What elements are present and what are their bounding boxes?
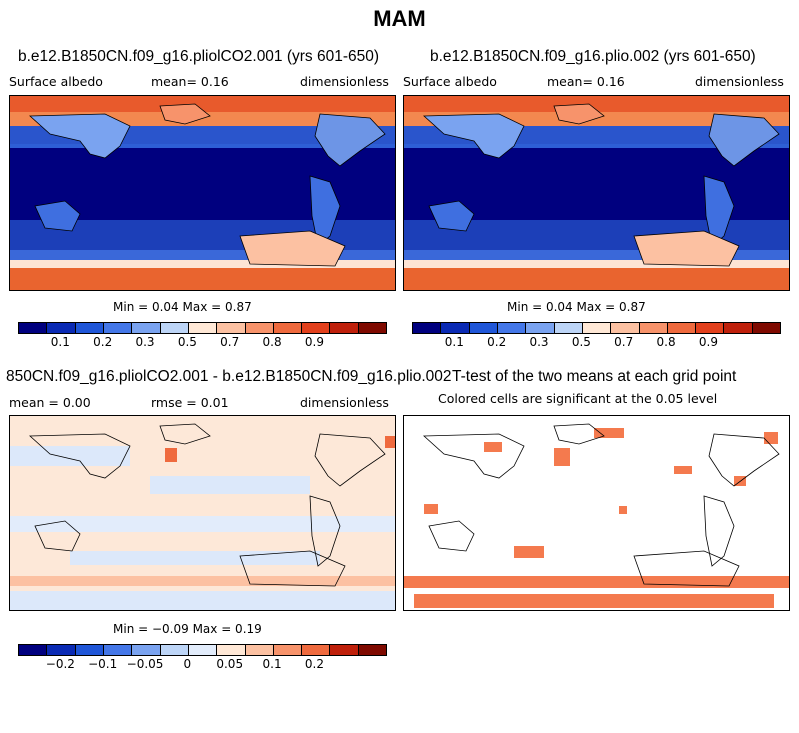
colorbar-swatch [413, 323, 442, 333]
colorbar-swatch [19, 323, 48, 333]
colorbar-swatch [441, 323, 470, 333]
colorbar-tick-label: 0.2 [487, 335, 507, 349]
panel4-significance-map [403, 415, 790, 611]
panel4-subtitle: Colored cells are significant at the 0.0… [438, 391, 718, 406]
colorbar-tick-label: 0.2 [93, 335, 113, 349]
panel3-center-label: rmse = 0.01 [151, 395, 229, 410]
colorbar-tick-label: 0.05 [216, 657, 244, 671]
panel3-colorbar [18, 644, 387, 656]
colorbar-swatch [330, 323, 359, 333]
colorbar-swatch [245, 323, 274, 333]
panel1-colorbar [18, 322, 387, 334]
panel2-left-label: Surface albedo [403, 74, 497, 89]
colorbar-swatch [724, 323, 753, 333]
panel1-right-label: dimensionless [300, 74, 389, 89]
colorbar-tick-label: 0.3 [135, 335, 155, 349]
colorbar-swatch [526, 323, 555, 333]
colorbar-tick-label: 0.7 [614, 335, 634, 349]
colorbar-tick-label: 0.2 [304, 657, 324, 671]
colorbar-swatch [19, 645, 48, 655]
colorbar-tick-label: 0.3 [529, 335, 549, 349]
colorbar-swatch [47, 645, 76, 655]
colorbar-swatch [160, 645, 189, 655]
panel1-albedo-map [9, 95, 396, 291]
panel3-difference-map [9, 415, 396, 611]
colorbar-swatch [75, 645, 104, 655]
colorbar-tick-label: 0.5 [177, 335, 197, 349]
panel2-title: b.e12.B1850CN.f09_g16.plio.002 (yrs 601-… [430, 48, 756, 65]
colorbar-swatch [696, 323, 725, 333]
colorbar-swatch [752, 323, 781, 333]
panel3-title: 850CN.f09_g16.pliolCO2.001 - b.e12.B1850… [6, 368, 452, 385]
colorbar-tick-label: 0.5 [571, 335, 591, 349]
colorbar-swatch [611, 323, 640, 333]
colorbar-swatch [75, 323, 104, 333]
panel3-min-max: Min = −0.09 Max = 0.19 [113, 622, 262, 636]
panel2-colorbar [412, 322, 781, 334]
colorbar-swatch [469, 323, 498, 333]
colorbar-swatch [188, 323, 218, 333]
panel3-left-label: mean = 0.00 [9, 395, 91, 410]
colorbar-swatch [245, 645, 274, 655]
colorbar-tick-label: 0.7 [220, 335, 240, 349]
colorbar-swatch [582, 323, 612, 333]
panel3-colorbar-ticks: −0.2 −0.1 −0.05 0 0.05 0.1 0.2 [18, 657, 385, 671]
albedo-map-graphic-2 [404, 96, 789, 290]
panel1-colorbar-ticks: 0.1 0.2 0.3 0.5 0.7 0.8 0.9 [18, 335, 385, 349]
colorbar-swatch [667, 323, 697, 333]
colorbar-tick-label: 0.8 [262, 335, 282, 349]
panel1-left-label: Surface albedo [9, 74, 103, 89]
panel2-right-label: dimensionless [695, 74, 784, 89]
colorbar-swatch [103, 323, 133, 333]
colorbar-tick-label: −0.1 [88, 657, 118, 671]
significance-map-graphic [404, 416, 789, 610]
colorbar-swatch [330, 645, 359, 655]
colorbar-swatch [358, 645, 387, 655]
panel2-colorbar-ticks: 0.1 0.2 0.3 0.5 0.7 0.8 0.9 [412, 335, 779, 349]
colorbar-tick-label: −0.05 [126, 657, 164, 671]
panel1-center-label: mean= 0.16 [151, 74, 229, 89]
colorbar-swatch [302, 645, 331, 655]
panel2-center-label: mean= 0.16 [547, 74, 625, 89]
panel1-title: b.e12.B1850CN.f09_g16.pliolCO2.001 (yrs … [18, 48, 380, 65]
colorbar-tick-label: 0.1 [50, 335, 70, 349]
colorbar-swatch [103, 645, 133, 655]
colorbar-swatch [132, 645, 161, 655]
colorbar-swatch [217, 323, 246, 333]
colorbar-tick-label: 0.9 [304, 335, 324, 349]
difference-map-graphic [10, 416, 395, 610]
panel2-min-max: Min = 0.04 Max = 0.87 [507, 300, 646, 314]
colorbar-tick-label: 0.1 [444, 335, 464, 349]
colorbar-swatch [554, 323, 583, 333]
colorbar-swatch [160, 323, 189, 333]
colorbar-swatch [639, 323, 668, 333]
panel1-min-max: Min = 0.04 Max = 0.87 [113, 300, 252, 314]
panel3-right-label: dimensionless [300, 395, 389, 410]
colorbar-tick-label: 0.8 [656, 335, 676, 349]
colorbar-swatch [358, 323, 387, 333]
panel4-title: T-test of the two means at each grid poi… [452, 368, 737, 385]
colorbar-tick-label: −0.2 [45, 657, 75, 671]
colorbar-swatch [132, 323, 161, 333]
colorbar-swatch [497, 323, 527, 333]
significant-cells [404, 428, 789, 608]
colorbar-tick-label: 0.1 [262, 657, 282, 671]
colorbar-tick-label: 0 [183, 657, 192, 671]
colorbar-swatch [217, 645, 246, 655]
colorbar-swatch [47, 323, 76, 333]
colorbar-tick-label: 0.9 [698, 335, 718, 349]
albedo-map-graphic-1 [10, 96, 395, 290]
colorbar-swatch [188, 645, 218, 655]
colorbar-swatch [273, 323, 303, 333]
colorbar-swatch [302, 323, 331, 333]
colorbar-swatch [273, 645, 303, 655]
panel2-albedo-map [403, 95, 790, 291]
figure-title: MAM [373, 6, 426, 31]
